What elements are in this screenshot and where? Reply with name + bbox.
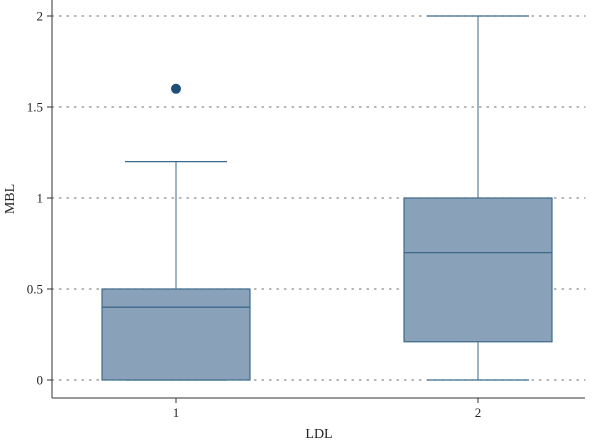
x-tick-label: 1: [173, 405, 180, 420]
axis-layer: 0 0.5 1 1.5 2 1 2: [27, 0, 585, 420]
y-tick-label: 1.5: [27, 100, 43, 115]
x-tick-label: 2: [475, 405, 482, 420]
box: [403, 197, 553, 343]
outlier-point: [171, 83, 181, 94]
y-tick-label: 1: [37, 191, 44, 206]
y-tick-label: 2: [37, 9, 44, 24]
y-tick-label: 0.5: [27, 282, 43, 297]
box: [101, 288, 251, 381]
y-axis-label: MBL: [3, 184, 18, 214]
y-tick-label: 0: [37, 373, 44, 388]
box-layer: [101, 15, 553, 381]
x-axis-label: LDL: [305, 427, 332, 442]
